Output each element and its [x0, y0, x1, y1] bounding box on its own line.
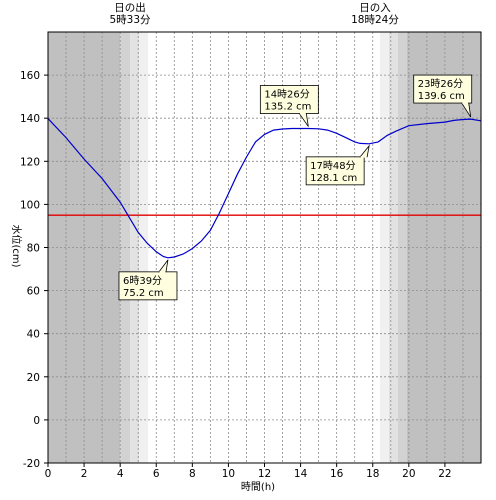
y-tick-label: 80 [27, 243, 40, 255]
twilight-band-morning [130, 32, 140, 463]
water-level-line [47, 118, 482, 259]
y-tick-label: 0 [33, 415, 40, 427]
sunset-label: 日の入 [359, 2, 391, 14]
x-tick-label: 0 [45, 468, 52, 480]
x-tick-label: 12 [258, 468, 271, 480]
y-tick-label: 60 [27, 286, 40, 298]
annotation-value: 128.1 cm [310, 173, 357, 184]
y-tick-label: 120 [20, 156, 40, 168]
y-tick-label: 40 [27, 329, 40, 341]
x-axis-label: 時間(h) [241, 481, 275, 493]
y-tick-label: 20 [27, 372, 40, 384]
annotation-value: 75.2 cm [123, 288, 164, 299]
x-tick-label: 4 [117, 468, 124, 480]
y-tick-label: 100 [20, 199, 40, 211]
annotation-box [118, 271, 178, 301]
y-tick-label: 160 [20, 70, 40, 82]
twilight-band-evening [398, 32, 408, 463]
y-axis-ticks: -20 0 20 40 60 80 100 120 140 160 [20, 70, 48, 470]
grid-lines [48, 32, 481, 463]
x-axis-ticks: 0 2 4 6 8 10 12 14 16 18 20 22 [45, 463, 452, 480]
annotation-box [413, 74, 473, 104]
x-tick-label: 14 [294, 468, 308, 480]
sunrise-label: 日の出 [114, 1, 146, 14]
annotation-time: 14時26分 [264, 89, 309, 101]
y-tick-label: -20 [23, 458, 40, 470]
x-tick-label: 6 [153, 468, 160, 480]
annotation-time: 23時26分 [418, 78, 463, 90]
x-tick-label: 10 [222, 468, 235, 480]
twilight-band-morning [139, 32, 149, 463]
sunrise-time: 5時33分 [109, 14, 151, 26]
x-tick-label: 20 [402, 468, 415, 480]
sunset-time: 18時24分 [351, 14, 399, 26]
y-tick-label: 140 [20, 113, 40, 125]
x-tick-label: 2 [81, 468, 88, 480]
x-tick-label: 8 [189, 468, 196, 480]
annotation-time: 6時39分 [123, 275, 162, 287]
annotation-value: 139.6 cm [418, 91, 465, 102]
y-axis-label: 水位(cm) [10, 224, 23, 267]
x-tick-label: 16 [330, 468, 344, 480]
annotation-value: 135.2 cm [264, 102, 311, 113]
x-tick-label: 22 [438, 468, 451, 480]
annotation-box [259, 85, 319, 114]
annotation-time: 17時48分 [310, 160, 355, 172]
annotation-box [305, 156, 365, 186]
x-tick-label: 18 [366, 468, 379, 480]
